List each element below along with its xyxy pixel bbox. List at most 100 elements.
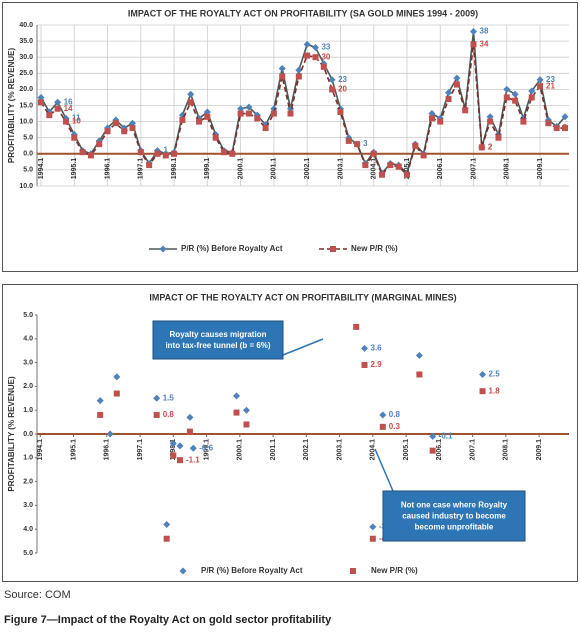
series-line (40, 44, 565, 177)
value-label: 11 (72, 113, 81, 122)
x-tick-label: 1995.1 (70, 439, 77, 461)
x-tick-label: 1994.1 (37, 439, 44, 461)
point (169, 440, 177, 448)
y-tick-label: 25.0 (19, 70, 33, 77)
point (243, 421, 250, 428)
point (212, 134, 219, 141)
point (245, 110, 252, 117)
y-tick-label: 5.0 (23, 135, 33, 142)
value-label: 16 (64, 97, 73, 106)
point (113, 373, 121, 381)
y-axis-label: PROFITABILITY (% REVENUE) (7, 48, 16, 164)
x-tick-label: 2008.1 (504, 158, 511, 180)
value-label: 2 (488, 142, 493, 151)
x-tick-label: 2008.1 (503, 439, 510, 461)
y-tick-label: 4.0 (23, 336, 33, 343)
point (403, 171, 410, 178)
x-tick-label: 1997.1 (138, 158, 145, 180)
value-label: 10 (72, 117, 81, 126)
value-label: 3 (363, 139, 368, 148)
point (270, 110, 277, 117)
value-label: 23 (546, 75, 555, 84)
point (106, 430, 114, 438)
x-tick-label: 2005.1 (403, 439, 410, 461)
x-tick-label: 2006.1 (437, 158, 444, 180)
point (453, 74, 461, 82)
callout-text: into tax-free tunnel (b = 6%) (165, 341, 270, 350)
point (186, 413, 194, 421)
legend-label: New P/R (%) (351, 244, 398, 253)
point (179, 116, 186, 123)
point (237, 110, 244, 117)
value-label: 0.8 (389, 410, 401, 419)
point (163, 535, 170, 542)
point (153, 411, 160, 418)
x-tick-label: 1995.1 (71, 158, 78, 180)
point (361, 361, 368, 368)
value-label: 8 (563, 123, 568, 132)
y-tick-label: 35.0 (19, 38, 33, 45)
point (487, 118, 494, 125)
point (104, 128, 111, 135)
chart-title: IMPACT OF THE ROYALTY ACT ON PROFITABILI… (149, 292, 456, 302)
point (428, 115, 435, 122)
point (203, 108, 211, 116)
legend-marker (330, 246, 336, 252)
point (37, 93, 45, 101)
x-tick-label: 1996.1 (104, 158, 111, 180)
point (537, 83, 544, 90)
point (503, 94, 510, 101)
point (370, 150, 377, 157)
point (395, 163, 402, 170)
x-tick-label: 2001.1 (270, 439, 277, 461)
point (512, 97, 519, 104)
legend-marker (350, 568, 356, 574)
point (362, 162, 369, 169)
point (54, 105, 61, 112)
callout-line (374, 448, 394, 492)
callout-text: Royalty causes migration (170, 330, 267, 339)
x-tick-label: 2003.1 (336, 439, 343, 461)
x-tick-label: 2009.1 (537, 158, 544, 180)
callout-line (282, 338, 324, 356)
point (553, 125, 560, 132)
caption: Figure 7—Impact of the Royalty Act on go… (4, 614, 332, 626)
point (536, 76, 544, 84)
point (345, 137, 352, 144)
value-label: 1.5 (163, 393, 175, 402)
x-tick-label: 2004.1 (371, 158, 378, 180)
x-tick-label: 2009.1 (536, 439, 543, 461)
y-tick-label: 40.0 (19, 22, 33, 29)
point (176, 457, 183, 464)
point (478, 144, 485, 151)
point (38, 99, 44, 106)
x-tick-label: 1994.1 (38, 158, 45, 180)
point (279, 73, 286, 80)
point (97, 411, 104, 418)
value-label: 2.9 (371, 360, 383, 369)
y-tick-label: 30.0 (19, 54, 33, 61)
value-label: 21 (546, 81, 555, 90)
value-label: 14 (64, 104, 73, 113)
point (62, 118, 69, 125)
x-tick-label: 1996.1 (104, 439, 111, 461)
value-label: 0.8 (163, 410, 175, 419)
point (416, 371, 423, 378)
point (337, 108, 344, 115)
point (229, 150, 236, 157)
point (328, 76, 336, 84)
chart: IMPACT OF THE ROYALTY ACT ON PROFITABILI… (7, 292, 569, 575)
point (429, 447, 436, 454)
point (453, 81, 460, 88)
x-tick-label: 2000.1 (237, 158, 244, 180)
point (303, 40, 311, 48)
y-tick-label: 1.0 (23, 407, 33, 414)
value-label: 34 (480, 39, 489, 48)
x-tick-label: 2000.1 (237, 439, 244, 461)
point (379, 411, 387, 419)
value-label: 33 (321, 43, 330, 52)
legend-marker (159, 245, 167, 253)
chart-frame: IMPACT OF THE ROYALTY ACT ON PROFITABILI… (2, 2, 578, 272)
legend-label: P/R (%) Before Royalty Act (181, 244, 283, 253)
x-tick-label: 2004.1 (370, 439, 377, 461)
